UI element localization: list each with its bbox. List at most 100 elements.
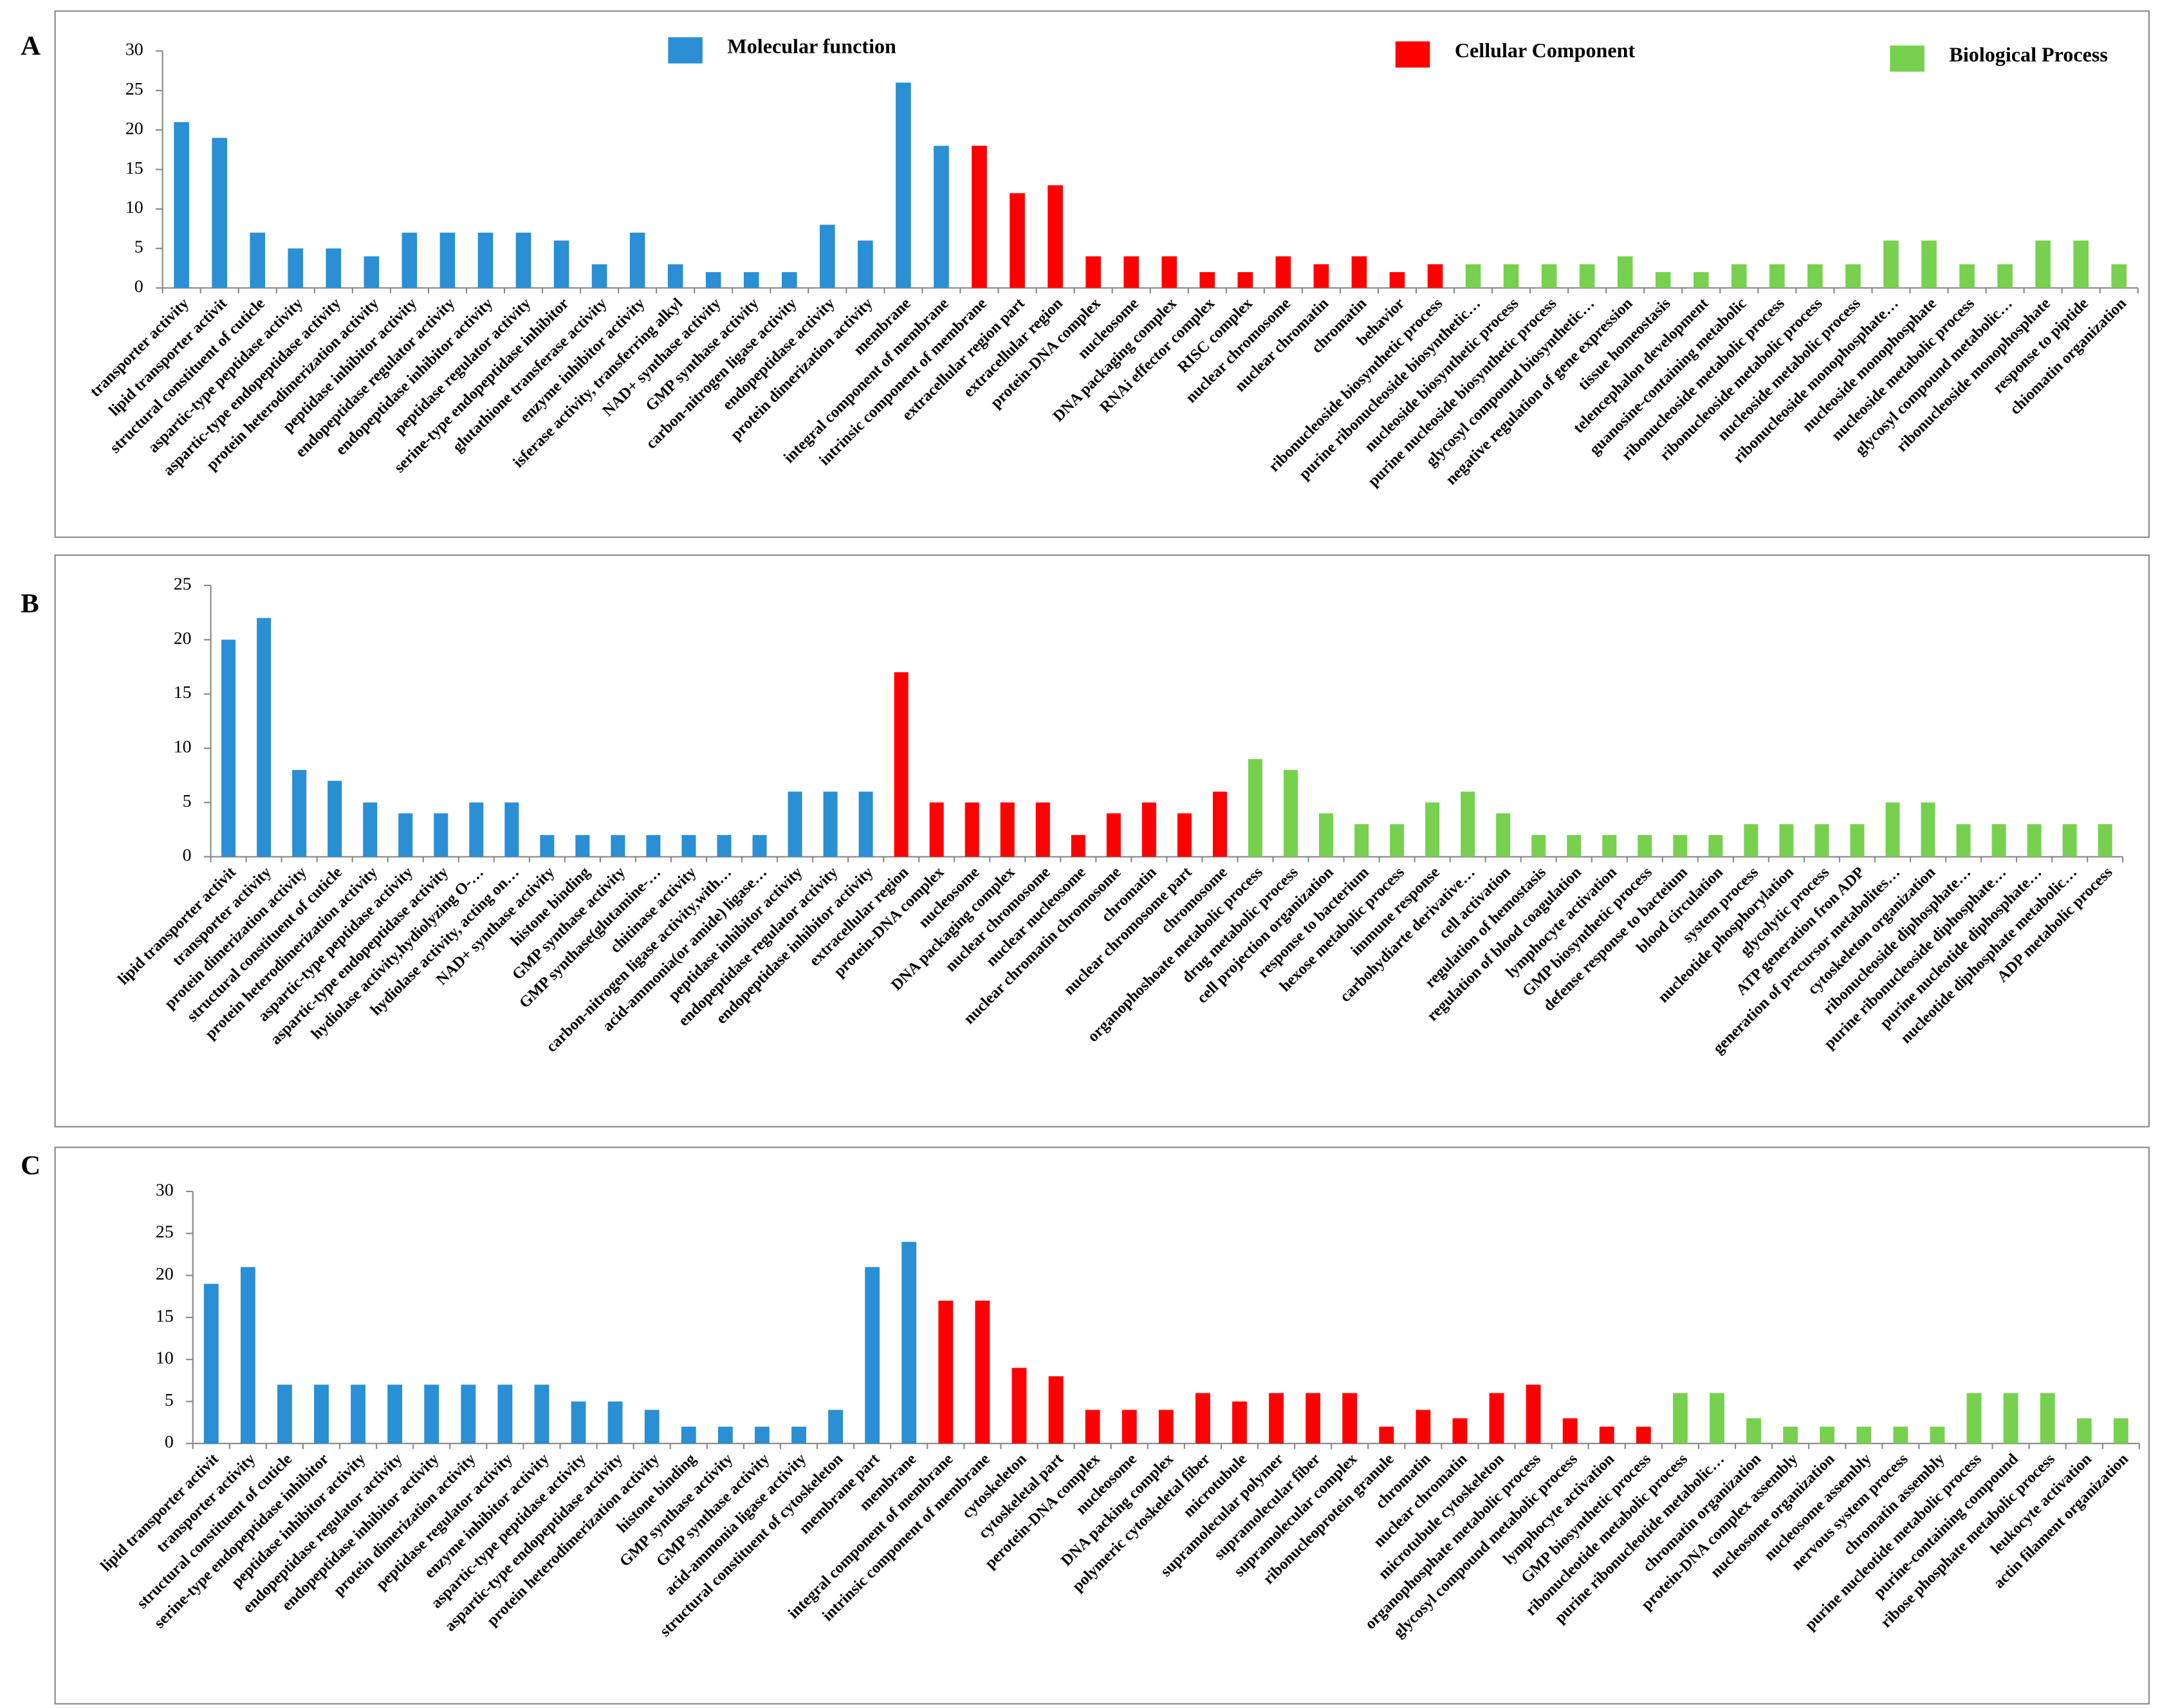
bar [1693, 272, 1709, 288]
y-tick-label: 5 [183, 791, 192, 811]
y-tick-label: 0 [165, 1432, 174, 1452]
bar [1541, 264, 1557, 288]
bar [1390, 824, 1405, 857]
bar [398, 813, 413, 857]
bar [1893, 1426, 1908, 1444]
bar [364, 256, 380, 288]
bar [1966, 1393, 1982, 1444]
bar [591, 264, 607, 288]
legend-label: Cellular Component [1455, 39, 1636, 62]
bar [1000, 802, 1015, 857]
bar [1161, 256, 1177, 288]
bar [965, 802, 979, 857]
panel-letter: C [21, 1150, 41, 1180]
bar [1820, 1426, 1835, 1444]
y-tick-label: 0 [183, 845, 192, 865]
bar [212, 138, 228, 288]
bar [788, 791, 802, 857]
bar [1416, 1410, 1431, 1444]
bar [611, 835, 625, 857]
bar [1956, 824, 1971, 857]
bar [1232, 1401, 1247, 1444]
bar [469, 802, 484, 857]
bar [1599, 1426, 1614, 1444]
y-tick-label: 25 [156, 1222, 174, 1242]
bar [1807, 264, 1823, 288]
bar [894, 672, 909, 857]
legend-swatch [1890, 45, 1925, 72]
bar [1342, 1393, 1358, 1444]
bar [1655, 272, 1671, 288]
bar [823, 791, 838, 857]
bar [2111, 264, 2127, 288]
bar [326, 248, 342, 288]
bar [781, 272, 797, 288]
bar [292, 769, 307, 857]
bar [515, 232, 531, 288]
bar [1319, 813, 1334, 857]
bar [1085, 1410, 1100, 1444]
bar [1269, 1393, 1284, 1444]
panel-frame [54, 554, 2150, 1128]
bar [1531, 835, 1546, 857]
y-tick-label: 0 [134, 277, 143, 297]
bar [1617, 256, 1633, 288]
y-tick-label: 5 [134, 237, 143, 257]
bar [1465, 264, 1481, 288]
y-tick-label: 15 [125, 158, 143, 178]
bar [1672, 1393, 1688, 1444]
bar [1783, 1426, 1798, 1444]
bar [646, 835, 661, 857]
bar [1010, 193, 1025, 288]
panel-letter: B [21, 589, 39, 619]
bar [1106, 813, 1121, 857]
bar [1562, 1418, 1578, 1444]
bar [1425, 802, 1440, 857]
bar [705, 272, 721, 288]
bar [791, 1426, 806, 1444]
legend-label: Biological Process [1949, 42, 2107, 66]
bar [434, 813, 448, 857]
legend-swatch [668, 37, 703, 64]
bar [1885, 802, 1900, 857]
bar [203, 1283, 219, 1444]
bar [1845, 264, 1861, 288]
bar [257, 618, 272, 857]
bar [288, 248, 304, 288]
bar [1856, 1426, 1872, 1444]
bar [1638, 835, 1652, 857]
bar [221, 639, 236, 857]
y-tick-label: 30 [156, 1180, 174, 1200]
y-tick-label: 15 [174, 683, 192, 702]
bar [1526, 1384, 1541, 1444]
bar [938, 1300, 954, 1444]
bar [314, 1384, 329, 1444]
y-tick-label: 5 [165, 1390, 174, 1410]
bar [607, 1401, 623, 1444]
bar [553, 240, 569, 288]
bar [174, 122, 189, 288]
bar [2040, 1393, 2055, 1444]
bar [2027, 824, 2042, 857]
bar [1351, 256, 1367, 288]
bar [1496, 813, 1511, 857]
bar [1850, 824, 1865, 857]
bar [1212, 791, 1227, 857]
bar [644, 1410, 660, 1444]
y-tick-label: 20 [156, 1264, 174, 1284]
y-tick-label: 10 [174, 737, 192, 757]
bar [1248, 758, 1262, 857]
bar [681, 1426, 696, 1444]
bar [1461, 791, 1475, 857]
y-tick-label: 10 [156, 1348, 174, 1368]
bar [1011, 1368, 1027, 1444]
bar [1779, 824, 1794, 857]
bar [240, 1267, 255, 1444]
bar [820, 225, 835, 288]
bar [1959, 264, 1975, 288]
bar [1275, 256, 1291, 288]
panel-frame [54, 10, 2150, 538]
bar [934, 145, 949, 288]
bar [1158, 1410, 1174, 1444]
